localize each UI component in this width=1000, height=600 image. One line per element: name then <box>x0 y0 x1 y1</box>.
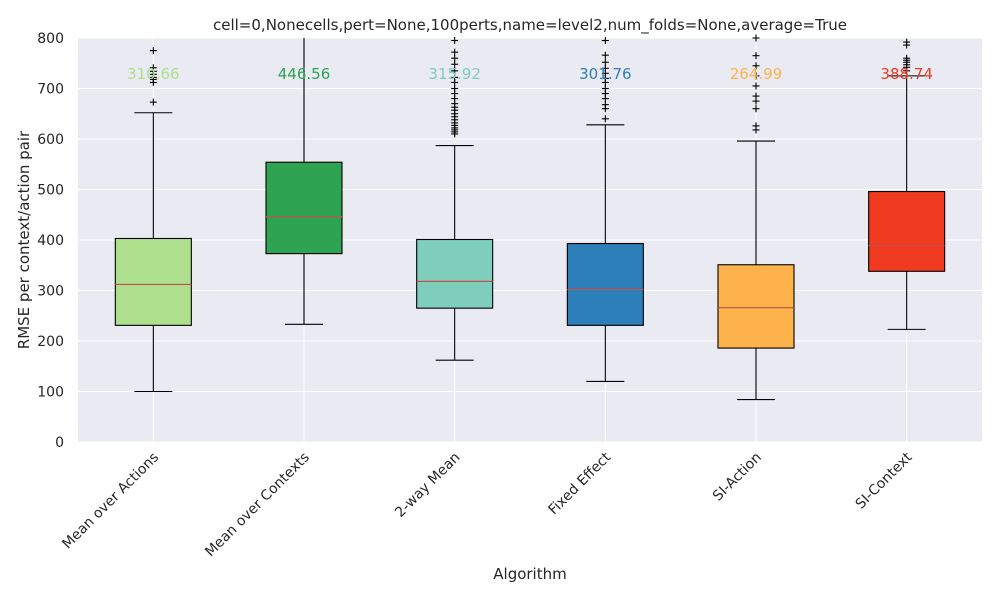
outlier-point <box>752 72 760 80</box>
box-group <box>416 37 494 361</box>
y-tick-label: 0 <box>55 435 64 451</box>
outlier-point <box>149 98 157 106</box>
y-tick-label: 600 <box>37 132 64 148</box>
median-value-label: 388.74 <box>880 65 933 83</box>
y-tick-label: 400 <box>37 233 64 249</box>
x-axis-ticks: Mean over Actions Mean over Contexts 2-way… <box>59 449 916 560</box>
chart-title: cell=0,Nonecells,pert=None,100perts,name… <box>213 16 847 35</box>
outlier-point <box>149 47 157 55</box>
y-tick-label: 100 <box>37 385 64 401</box>
outlier-point <box>451 73 459 81</box>
y-axis-label: RMSE per context/action pair <box>15 130 33 349</box>
box-group <box>868 38 946 330</box>
box-group <box>114 47 192 393</box>
box-plots <box>114 34 946 401</box>
outlier-point <box>601 51 609 59</box>
median-value-label: 264.99 <box>730 65 783 83</box>
outlier-point <box>752 105 760 113</box>
x-tick-label: Mean over Actions <box>59 450 162 553</box>
outlier-point <box>149 64 157 72</box>
median-value-label: 310.66 <box>127 65 180 83</box>
box <box>566 242 644 326</box>
x-tick-label: SI-Action <box>710 450 765 505</box>
y-axis-ticks: 0 100 200 300 400 500 600 700 800 <box>37 31 64 451</box>
outlier-point <box>752 62 760 70</box>
box <box>717 264 795 349</box>
x-tick-label: 2-way Mean <box>392 450 463 521</box>
x-tick-label: SI-Context <box>853 449 916 512</box>
x-tick-label: Fixed Effect <box>546 449 615 518</box>
outlier-point <box>451 48 459 56</box>
outlier-point <box>601 58 609 66</box>
outlier-point <box>451 60 459 68</box>
y-tick-label: 200 <box>37 334 64 350</box>
outlier-point <box>451 54 459 62</box>
outlier-point <box>752 122 760 130</box>
box-group <box>566 37 644 382</box>
outlier-point <box>903 54 911 62</box>
outlier-point <box>601 37 609 45</box>
box-group <box>265 38 343 325</box>
median-labels: 310.66 446.56 315.92 301.76 264.99 388.74 <box>127 65 933 83</box>
outlier-point <box>451 37 459 45</box>
box <box>416 238 494 309</box>
outlier-point <box>451 85 459 92</box>
y-tick-label: 500 <box>37 183 64 199</box>
y-tick-label: 800 <box>37 31 64 47</box>
box <box>114 237 192 326</box>
x-tick-label: Mean over Contexts <box>202 450 313 561</box>
outlier-point <box>752 82 760 90</box>
box <box>265 161 343 255</box>
y-tick-label: 300 <box>37 284 64 300</box>
box-group <box>717 34 795 401</box>
outlier-point <box>903 38 911 46</box>
y-tick-label: 700 <box>37 82 64 98</box>
outlier-point <box>752 92 760 100</box>
outlier-point <box>601 64 609 72</box>
outlier-point <box>601 85 609 92</box>
outlier-point <box>451 67 459 75</box>
box <box>868 190 946 272</box>
outlier-point <box>752 52 760 60</box>
outlier-point <box>752 34 760 42</box>
outlier-point <box>601 115 609 123</box>
outlier-point <box>601 101 609 109</box>
x-axis-label: Algorithm <box>493 565 566 583</box>
median-value-label: 315.92 <box>428 65 481 83</box>
median-value-label: 446.56 <box>278 65 331 83</box>
median-value-label: 301.76 <box>579 65 632 83</box>
